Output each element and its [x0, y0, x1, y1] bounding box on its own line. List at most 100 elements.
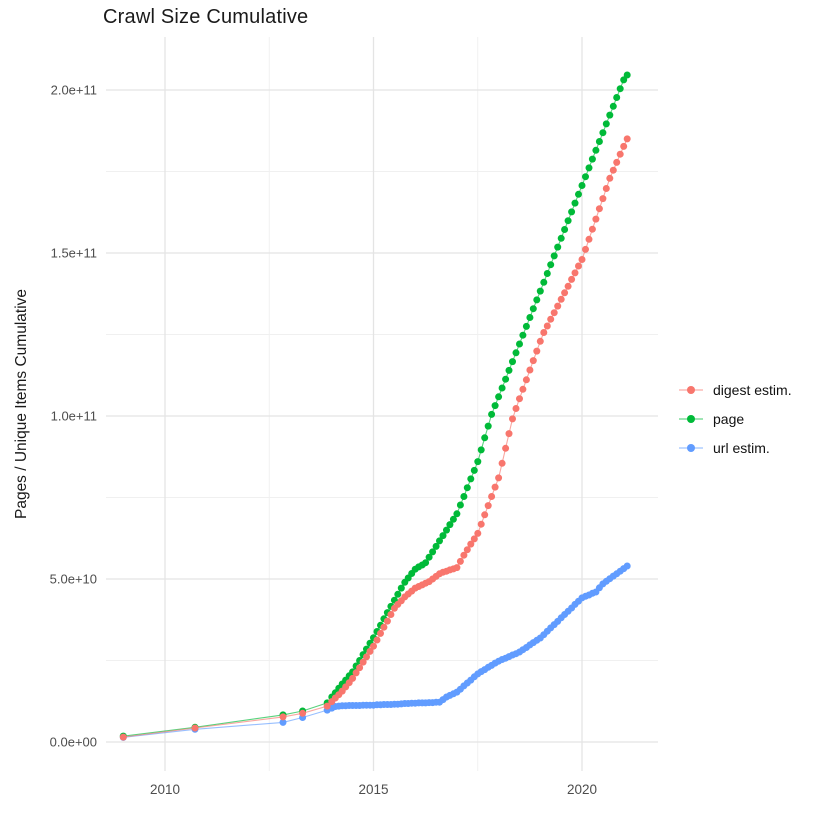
x-tick-label: 2020 — [567, 782, 597, 797]
data-point — [456, 501, 464, 509]
data-point — [519, 385, 527, 393]
legend-key-dot — [687, 444, 695, 452]
data-point — [529, 357, 537, 365]
data-point — [533, 296, 541, 304]
data-point — [616, 85, 624, 93]
data-point — [623, 562, 631, 570]
data-point — [550, 252, 558, 260]
legend-key-dot — [687, 386, 695, 394]
chart-title: Crawl Size Cumulative — [103, 6, 309, 28]
data-point — [571, 199, 579, 207]
data-point — [383, 617, 391, 625]
data-point — [536, 287, 544, 295]
data-point — [592, 146, 600, 154]
data-point — [422, 559, 430, 567]
data-point — [460, 493, 468, 500]
data-point — [456, 557, 464, 565]
data-point — [443, 526, 450, 534]
legend-item-label: page — [713, 411, 745, 427]
data-point — [585, 235, 593, 243]
data-point — [526, 366, 534, 374]
data-point — [606, 111, 614, 119]
data-point — [599, 129, 607, 137]
legend: digest estim. page url estim. — [678, 380, 792, 458]
data-point — [299, 709, 307, 717]
data-point — [425, 553, 433, 561]
y-tick-label: 1.5e+11 — [51, 246, 97, 261]
data-point — [505, 430, 513, 438]
legend-item-label: digest estim. — [713, 382, 792, 398]
y-tick-label: 0.0e+00 — [50, 735, 97, 750]
series-line-url-estim- — [123, 565, 628, 738]
data-point — [394, 590, 402, 598]
data-point — [359, 658, 367, 666]
y-tick-label: 2.0e+11 — [51, 83, 97, 98]
data-point — [484, 422, 492, 430]
data-point — [470, 535, 478, 543]
data-point — [582, 245, 589, 253]
data-point — [453, 510, 461, 518]
data-point — [519, 331, 527, 339]
data-point — [522, 322, 530, 330]
data-point — [463, 546, 471, 554]
data-point — [446, 521, 454, 529]
data-point — [578, 256, 586, 263]
data-point — [533, 347, 541, 355]
data-point — [370, 642, 377, 650]
data-point — [491, 402, 499, 410]
data-point — [463, 484, 471, 492]
data-point — [529, 305, 537, 313]
data-point — [356, 664, 364, 672]
data-point — [470, 466, 478, 474]
data-point — [352, 669, 360, 677]
data-point — [582, 173, 589, 181]
data-point — [397, 584, 405, 592]
data-point — [429, 548, 437, 556]
data-point — [481, 511, 489, 519]
data-point — [564, 282, 572, 290]
data-point — [191, 724, 199, 732]
data-point — [491, 483, 499, 491]
data-point — [387, 611, 395, 618]
data-point — [363, 653, 370, 661]
legend-key-icon — [679, 415, 703, 423]
legend-item-label: url estim. — [713, 440, 770, 456]
data-point — [547, 315, 555, 323]
data-point — [522, 376, 530, 384]
data-point — [602, 120, 610, 128]
data-point — [561, 226, 569, 233]
data-point — [606, 174, 614, 182]
data-point — [119, 733, 127, 741]
data-point — [564, 217, 572, 225]
data-point — [595, 205, 603, 213]
data-point — [585, 164, 593, 172]
data-point — [620, 142, 628, 150]
data-point — [554, 302, 562, 310]
data-point — [323, 702, 331, 710]
data-point — [467, 540, 475, 548]
data-point — [467, 475, 475, 483]
data-point — [575, 262, 582, 270]
legend-key-icon — [679, 386, 703, 394]
data-point — [477, 520, 485, 528]
y-axis-title: Pages / Unique Items Cumulative — [13, 288, 30, 520]
data-point — [477, 446, 485, 454]
data-point — [495, 393, 503, 401]
data-point — [550, 309, 558, 317]
data-point — [613, 158, 621, 166]
data-point — [554, 243, 562, 251]
data-point — [502, 375, 510, 383]
data-point — [512, 405, 520, 412]
data-point — [623, 135, 631, 143]
data-point — [540, 329, 548, 336]
data-point — [488, 493, 496, 500]
data-point — [279, 718, 287, 726]
data-point — [543, 322, 551, 330]
data-point — [474, 529, 482, 537]
y-tick-label: 5.0e+10 — [50, 572, 97, 587]
data-point — [509, 358, 516, 366]
data-point — [484, 502, 492, 510]
data-point — [613, 94, 621, 101]
data-point — [623, 71, 631, 79]
